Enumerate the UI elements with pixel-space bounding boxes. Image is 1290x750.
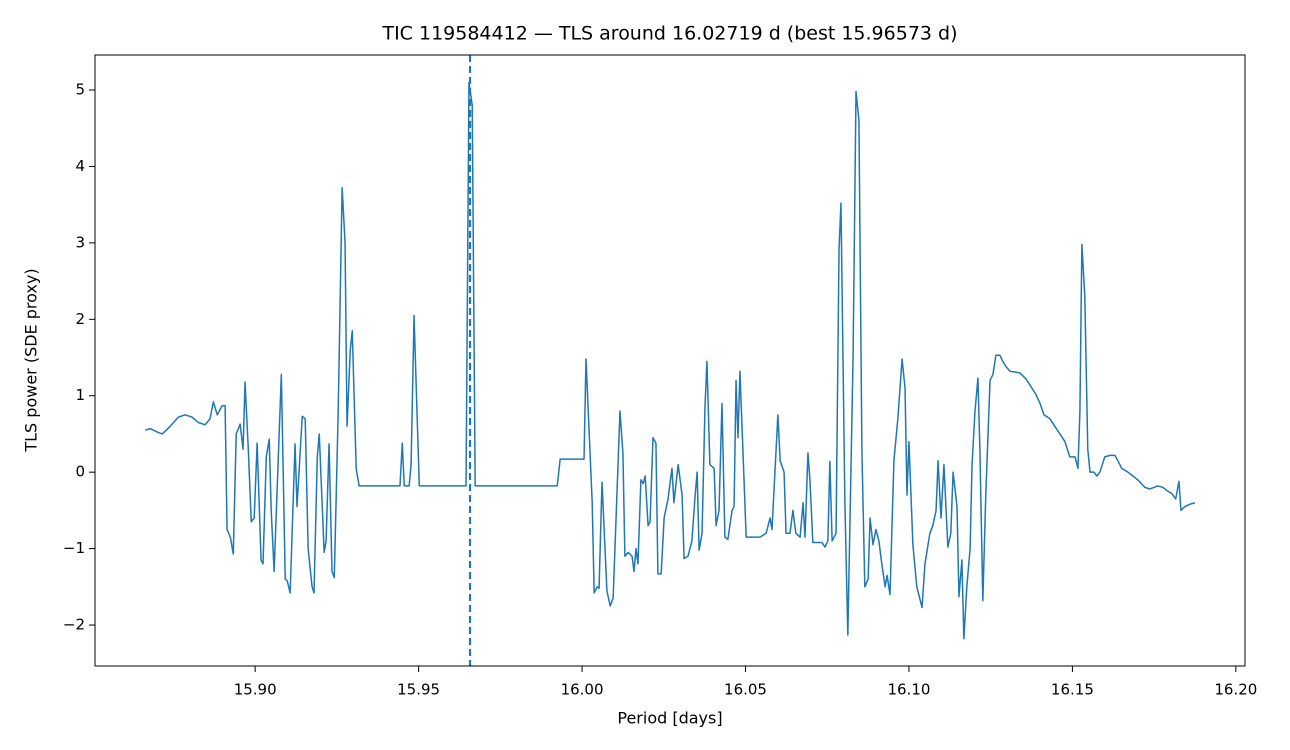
- data-line: [145, 81, 1196, 640]
- y-tick-label: 5: [75, 81, 85, 99]
- x-tick-label: 16.00: [561, 681, 604, 699]
- y-tick-label: 3: [75, 233, 85, 251]
- plot-frame: [94, 54, 1246, 667]
- x-tick-label: 16.20: [1214, 681, 1257, 699]
- x-tick-label: 15.90: [234, 681, 277, 699]
- y-tick-label: −2: [63, 616, 85, 634]
- x-tick-label: 16.10: [887, 681, 930, 699]
- chart-title: TIC 119584412 — TLS around 16.02719 d (b…: [381, 23, 957, 45]
- y-tick-label: 2: [75, 310, 85, 328]
- y-tick-label: −1: [63, 539, 85, 557]
- x-tick-label: 16.05: [724, 681, 767, 699]
- x-tick-label: 16.15: [1051, 681, 1094, 699]
- x-tick-label: 15.95: [397, 681, 440, 699]
- y-axis-label: TLS power (SDE proxy): [22, 268, 41, 452]
- x-axis-label: Period [days]: [617, 709, 722, 728]
- y-tick-label: 1: [75, 386, 85, 404]
- y-tick-label: 0: [75, 463, 85, 481]
- y-tick-label: 4: [75, 157, 85, 175]
